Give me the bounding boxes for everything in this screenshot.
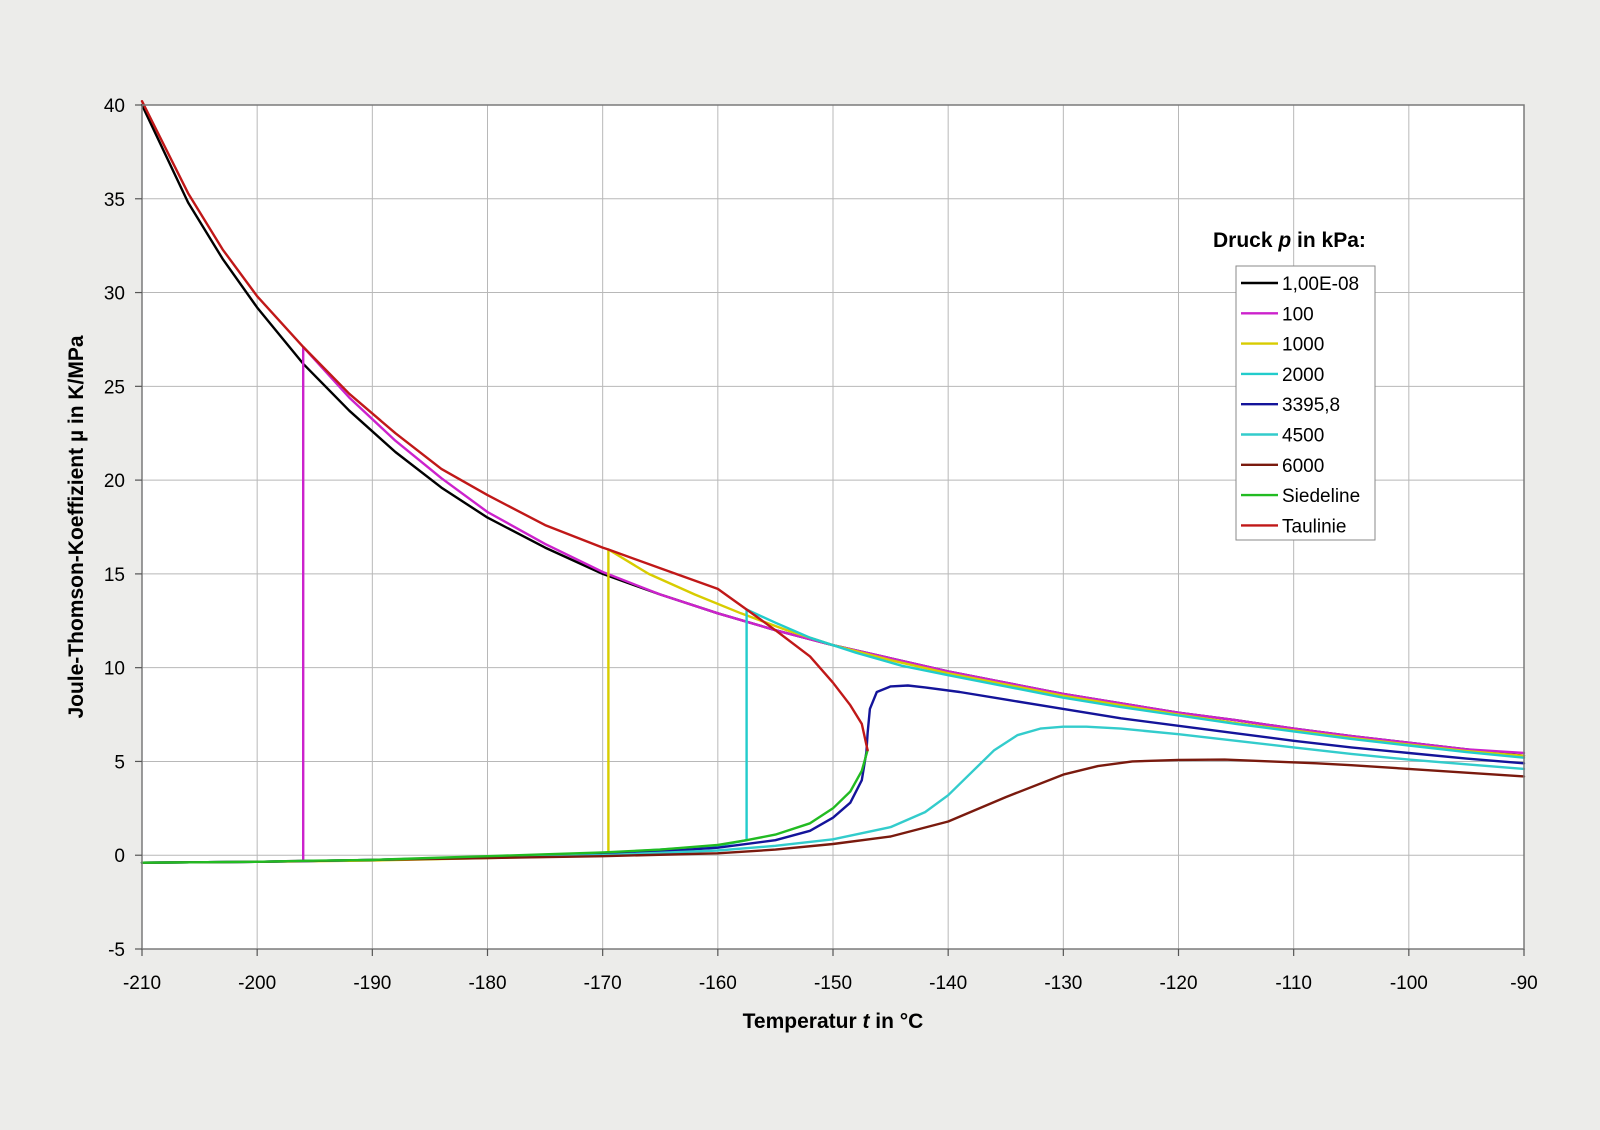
legend-label: Taulinie xyxy=(1282,516,1346,537)
legend-label: Siedeline xyxy=(1282,486,1360,507)
series-line xyxy=(140,684,1526,864)
legend-label: 6000 xyxy=(1282,456,1324,477)
legend-title: Druck p in kPa: xyxy=(1213,229,1366,252)
x-tick-label: -190 xyxy=(353,973,391,994)
x-tick-label: -180 xyxy=(468,973,506,994)
x-tick-label: -110 xyxy=(1275,973,1312,994)
y-tick-label: 15 xyxy=(104,565,125,586)
y-tick-label: 30 xyxy=(104,284,125,305)
series-line xyxy=(140,749,869,864)
x-axis-title: Temperatur t in °C xyxy=(743,1010,924,1033)
legend-label: 1000 xyxy=(1282,335,1324,356)
x-tick-label: -130 xyxy=(1044,973,1082,994)
y-tick-label: 10 xyxy=(104,659,125,680)
series-line xyxy=(140,100,869,752)
legend-label: 4500 xyxy=(1282,426,1324,447)
series-line xyxy=(140,758,1526,864)
legend-label: 100 xyxy=(1282,304,1314,325)
series-line xyxy=(140,345,1526,864)
legend-label: 1,00E-08 xyxy=(1282,274,1359,295)
y-tick-label: 0 xyxy=(114,846,125,867)
x-tick-label: -90 xyxy=(1510,973,1537,994)
legend-label: 2000 xyxy=(1282,365,1324,386)
x-tick-label: -160 xyxy=(699,973,737,994)
y-tick-label: -5 xyxy=(108,940,125,961)
y-axis-title: Joule-Thomson-Koeffizient µ in K/MPa xyxy=(65,335,88,718)
y-tick-label: 25 xyxy=(104,377,125,398)
legend: 1,00E-08 100 1000 2000 3395,8 4500 6000 Siedeli… xyxy=(1235,265,1376,541)
x-tick-label: -140 xyxy=(929,973,967,994)
x-tick-label: -120 xyxy=(1159,973,1197,994)
x-tick-label: -200 xyxy=(238,973,276,994)
y-tick-label: 20 xyxy=(104,471,125,492)
x-tick-label: -170 xyxy=(584,973,622,994)
x-tick-label: -210 xyxy=(123,973,161,994)
series-layer xyxy=(140,100,1526,864)
x-tick-label: -100 xyxy=(1390,973,1428,994)
ticks: -210 -200 -190 -180 -170 -160 -150 -140 -130 -120… xyxy=(104,96,1538,994)
x-tick-label: -150 xyxy=(814,973,852,994)
legend-label: 3395,8 xyxy=(1282,395,1340,416)
y-tick-label: 5 xyxy=(114,752,125,773)
y-tick-label: 40 xyxy=(104,96,125,117)
y-tick-label: 35 xyxy=(104,190,125,211)
